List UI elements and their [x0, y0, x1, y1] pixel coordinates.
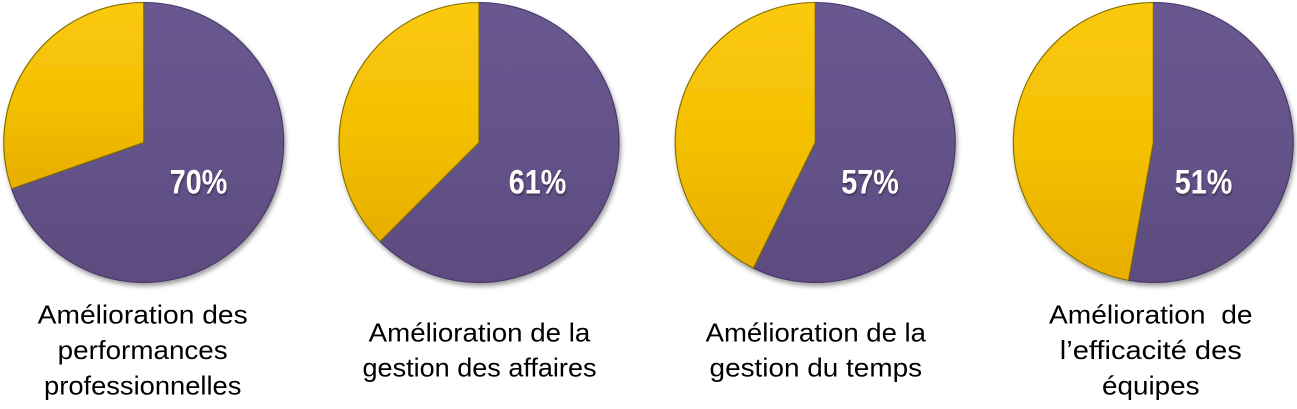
svg-text:gestion du temps: gestion du temps — [710, 353, 923, 383]
svg-text:Amélioration de la: Amélioration de la — [369, 317, 591, 347]
svg-text:Amélioration de la: Amélioration de la — [706, 317, 927, 347]
svg-text:61%: 61% — [509, 163, 567, 201]
svg-text:Amélioration de: Amélioration de — [1049, 300, 1253, 330]
svg-text:professionnelles: professionnelles — [44, 370, 241, 400]
svg-text:57%: 57% — [841, 163, 899, 201]
svg-text:gestion des affaires: gestion des affaires — [363, 353, 597, 383]
svg-text:performances: performances — [58, 335, 228, 365]
svg-text:70%: 70% — [170, 163, 228, 201]
svg-text:l’efficacité des: l’efficacité des — [1060, 335, 1242, 365]
svg-text:Amélioration des: Amélioration des — [38, 300, 248, 330]
svg-text:équipes: équipes — [1102, 370, 1200, 400]
svg-text:51%: 51% — [1175, 163, 1233, 201]
